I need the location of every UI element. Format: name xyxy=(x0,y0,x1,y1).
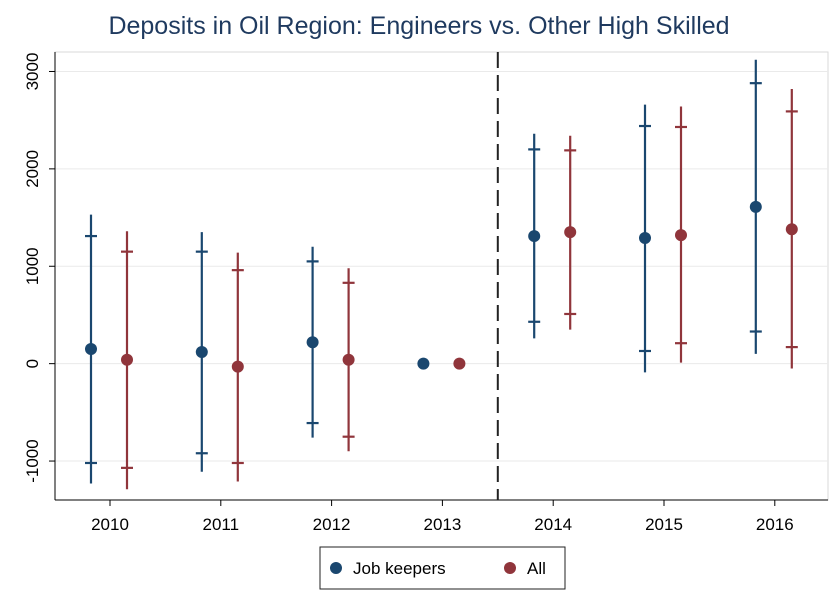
y-tick-label: 1000 xyxy=(23,247,42,285)
data-point xyxy=(121,353,133,366)
data-point xyxy=(306,336,319,349)
data-point xyxy=(85,343,97,356)
data-point xyxy=(785,223,798,236)
data-point xyxy=(749,200,762,213)
legend-marker xyxy=(504,562,516,574)
data-point xyxy=(564,226,577,239)
legend-label: All xyxy=(527,559,546,578)
data-point xyxy=(417,357,430,370)
data-point xyxy=(342,353,355,366)
legend-label: Job keepers xyxy=(353,559,446,578)
chart-title: Deposits in Oil Region: Engineers vs. Ot… xyxy=(108,12,730,40)
x-tick-label: 2012 xyxy=(313,515,351,534)
data-point xyxy=(528,230,541,243)
x-tick-label: 2010 xyxy=(91,515,129,534)
data-point xyxy=(453,357,466,370)
plot-frame xyxy=(54,51,829,501)
data-point xyxy=(639,232,651,245)
legend-marker xyxy=(330,562,342,574)
marks-layer xyxy=(85,52,798,500)
grid-layer xyxy=(54,51,829,501)
x-tick-label: 2016 xyxy=(756,515,794,534)
x-tick-label: 2015 xyxy=(645,515,683,534)
data-point xyxy=(675,229,687,242)
axis-layer: -1000 0 1000 2000 3000 2010 2011 2012 2013 2014 20… xyxy=(23,52,828,534)
data-point xyxy=(231,360,244,373)
y-tick-label: 3000 xyxy=(23,53,42,91)
y-tick-label: 2000 xyxy=(23,150,42,188)
legend-box xyxy=(319,546,566,590)
x-tick-label: 2013 xyxy=(423,515,461,534)
y-tick-label: 0 xyxy=(23,359,42,368)
data-point xyxy=(195,345,208,358)
x-tick-label: 2011 xyxy=(203,515,240,534)
x-tick-label: 2014 xyxy=(534,515,572,534)
y-tick-label: -1000 xyxy=(23,439,42,482)
legend: Job keepers All xyxy=(319,546,566,590)
